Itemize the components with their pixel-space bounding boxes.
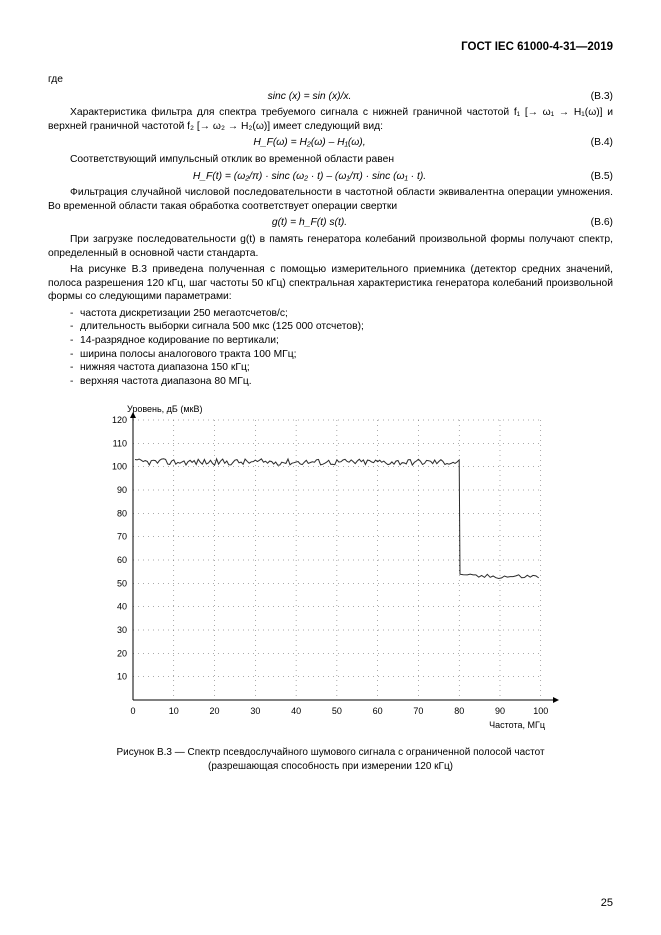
svg-text:10: 10 [117, 672, 127, 682]
svg-text:90: 90 [117, 485, 127, 495]
svg-text:120: 120 [112, 415, 127, 425]
para-4: При загрузке последовательности g(t) в п… [48, 233, 613, 260]
equation-b3: sinc (x) = sin (x)/x. (B.3) [48, 90, 613, 104]
para-1: Характеристика фильтра для спектра требу… [48, 106, 613, 133]
equation-b3-number: (B.3) [571, 90, 613, 104]
svg-text:40: 40 [291, 706, 301, 716]
svg-text:0: 0 [130, 706, 135, 716]
equation-b4-number: (B.4) [571, 136, 613, 150]
svg-text:50: 50 [332, 706, 342, 716]
equation-b5-number: (B.5) [571, 170, 613, 184]
svg-text:40: 40 [117, 602, 127, 612]
list-item: верхняя частота диапазона 80 МГц. [70, 375, 613, 389]
list-item: длительность выборки сигнала 500 мкс (12… [70, 320, 613, 334]
list-item: частота дискретизации 250 мегаотсчетов/с… [70, 307, 613, 321]
equation-b4: H_F(ω) = H₂(ω) – H₁(ω), (B.4) [48, 136, 613, 150]
svg-text:90: 90 [495, 706, 505, 716]
equation-b3-formula: sinc (x) = sin (x)/x. [48, 90, 571, 104]
spectrum-chart: Уровень, дБ (мкВ)10203040506070809010011… [83, 398, 578, 738]
svg-text:20: 20 [117, 649, 127, 659]
equation-b6: g(t) = h_F(t) s(t). (B.6) [48, 216, 613, 230]
svg-text:30: 30 [250, 706, 260, 716]
para-2: Соответствующий импульсный отклик во вре… [48, 153, 613, 167]
svg-text:70: 70 [117, 532, 127, 542]
list-item: ширина полосы аналогового тракта 100 МГц… [70, 348, 613, 362]
equation-b5-formula: H_F(t) = (ω₂/π) · sinc (ω₂ · t) – (ω₁/π)… [48, 170, 571, 184]
page-number: 25 [601, 896, 613, 911]
svg-text:Частота, МГц: Частота, МГц [489, 720, 545, 730]
equation-b5: H_F(t) = (ω₂/π) · sinc (ω₂ · t) – (ω₁/π)… [48, 170, 613, 184]
caption-line1: Рисунок B.3 — Спектр псевдослучайного шу… [116, 747, 544, 758]
parameter-list: частота дискретизации 250 мегаотсчетов/с… [70, 307, 613, 388]
equation-b6-formula: g(t) = h_F(t) s(t). [48, 216, 571, 230]
para-3: Фильтрация случайной числовой последоват… [48, 186, 613, 213]
figure-b3: Уровень, дБ (мкВ)10203040506070809010011… [48, 398, 613, 772]
equation-b6-number: (B.6) [571, 216, 613, 230]
where-label: где [48, 73, 613, 87]
svg-text:Уровень, дБ (мкВ): Уровень, дБ (мкВ) [127, 404, 202, 414]
svg-text:80: 80 [454, 706, 464, 716]
figure-caption: Рисунок B.3 — Спектр псевдослучайного шу… [48, 746, 613, 772]
svg-text:20: 20 [210, 706, 220, 716]
svg-text:10: 10 [169, 706, 179, 716]
svg-text:100: 100 [533, 706, 548, 716]
page: ГОСТ IEC 61000-4-31—2019 где sinc (x) = … [0, 0, 661, 935]
svg-text:60: 60 [117, 555, 127, 565]
svg-text:80: 80 [117, 509, 127, 519]
svg-text:110: 110 [113, 439, 127, 449]
list-item: 14-разрядное кодирование по вертикали; [70, 334, 613, 348]
list-item: нижняя частота диапазона 150 кГц; [70, 361, 613, 375]
svg-text:60: 60 [373, 706, 383, 716]
svg-text:50: 50 [117, 579, 127, 589]
svg-text:70: 70 [413, 706, 423, 716]
doc-header: ГОСТ IEC 61000-4-31—2019 [48, 40, 613, 55]
para-5: На рисунке B.3 приведена полученная с по… [48, 263, 613, 304]
equation-b4-formula: H_F(ω) = H₂(ω) – H₁(ω), [48, 136, 571, 150]
svg-text:100: 100 [112, 462, 127, 472]
caption-line2: (разрешающая способность при измерении 1… [208, 761, 453, 772]
svg-text:30: 30 [117, 625, 127, 635]
